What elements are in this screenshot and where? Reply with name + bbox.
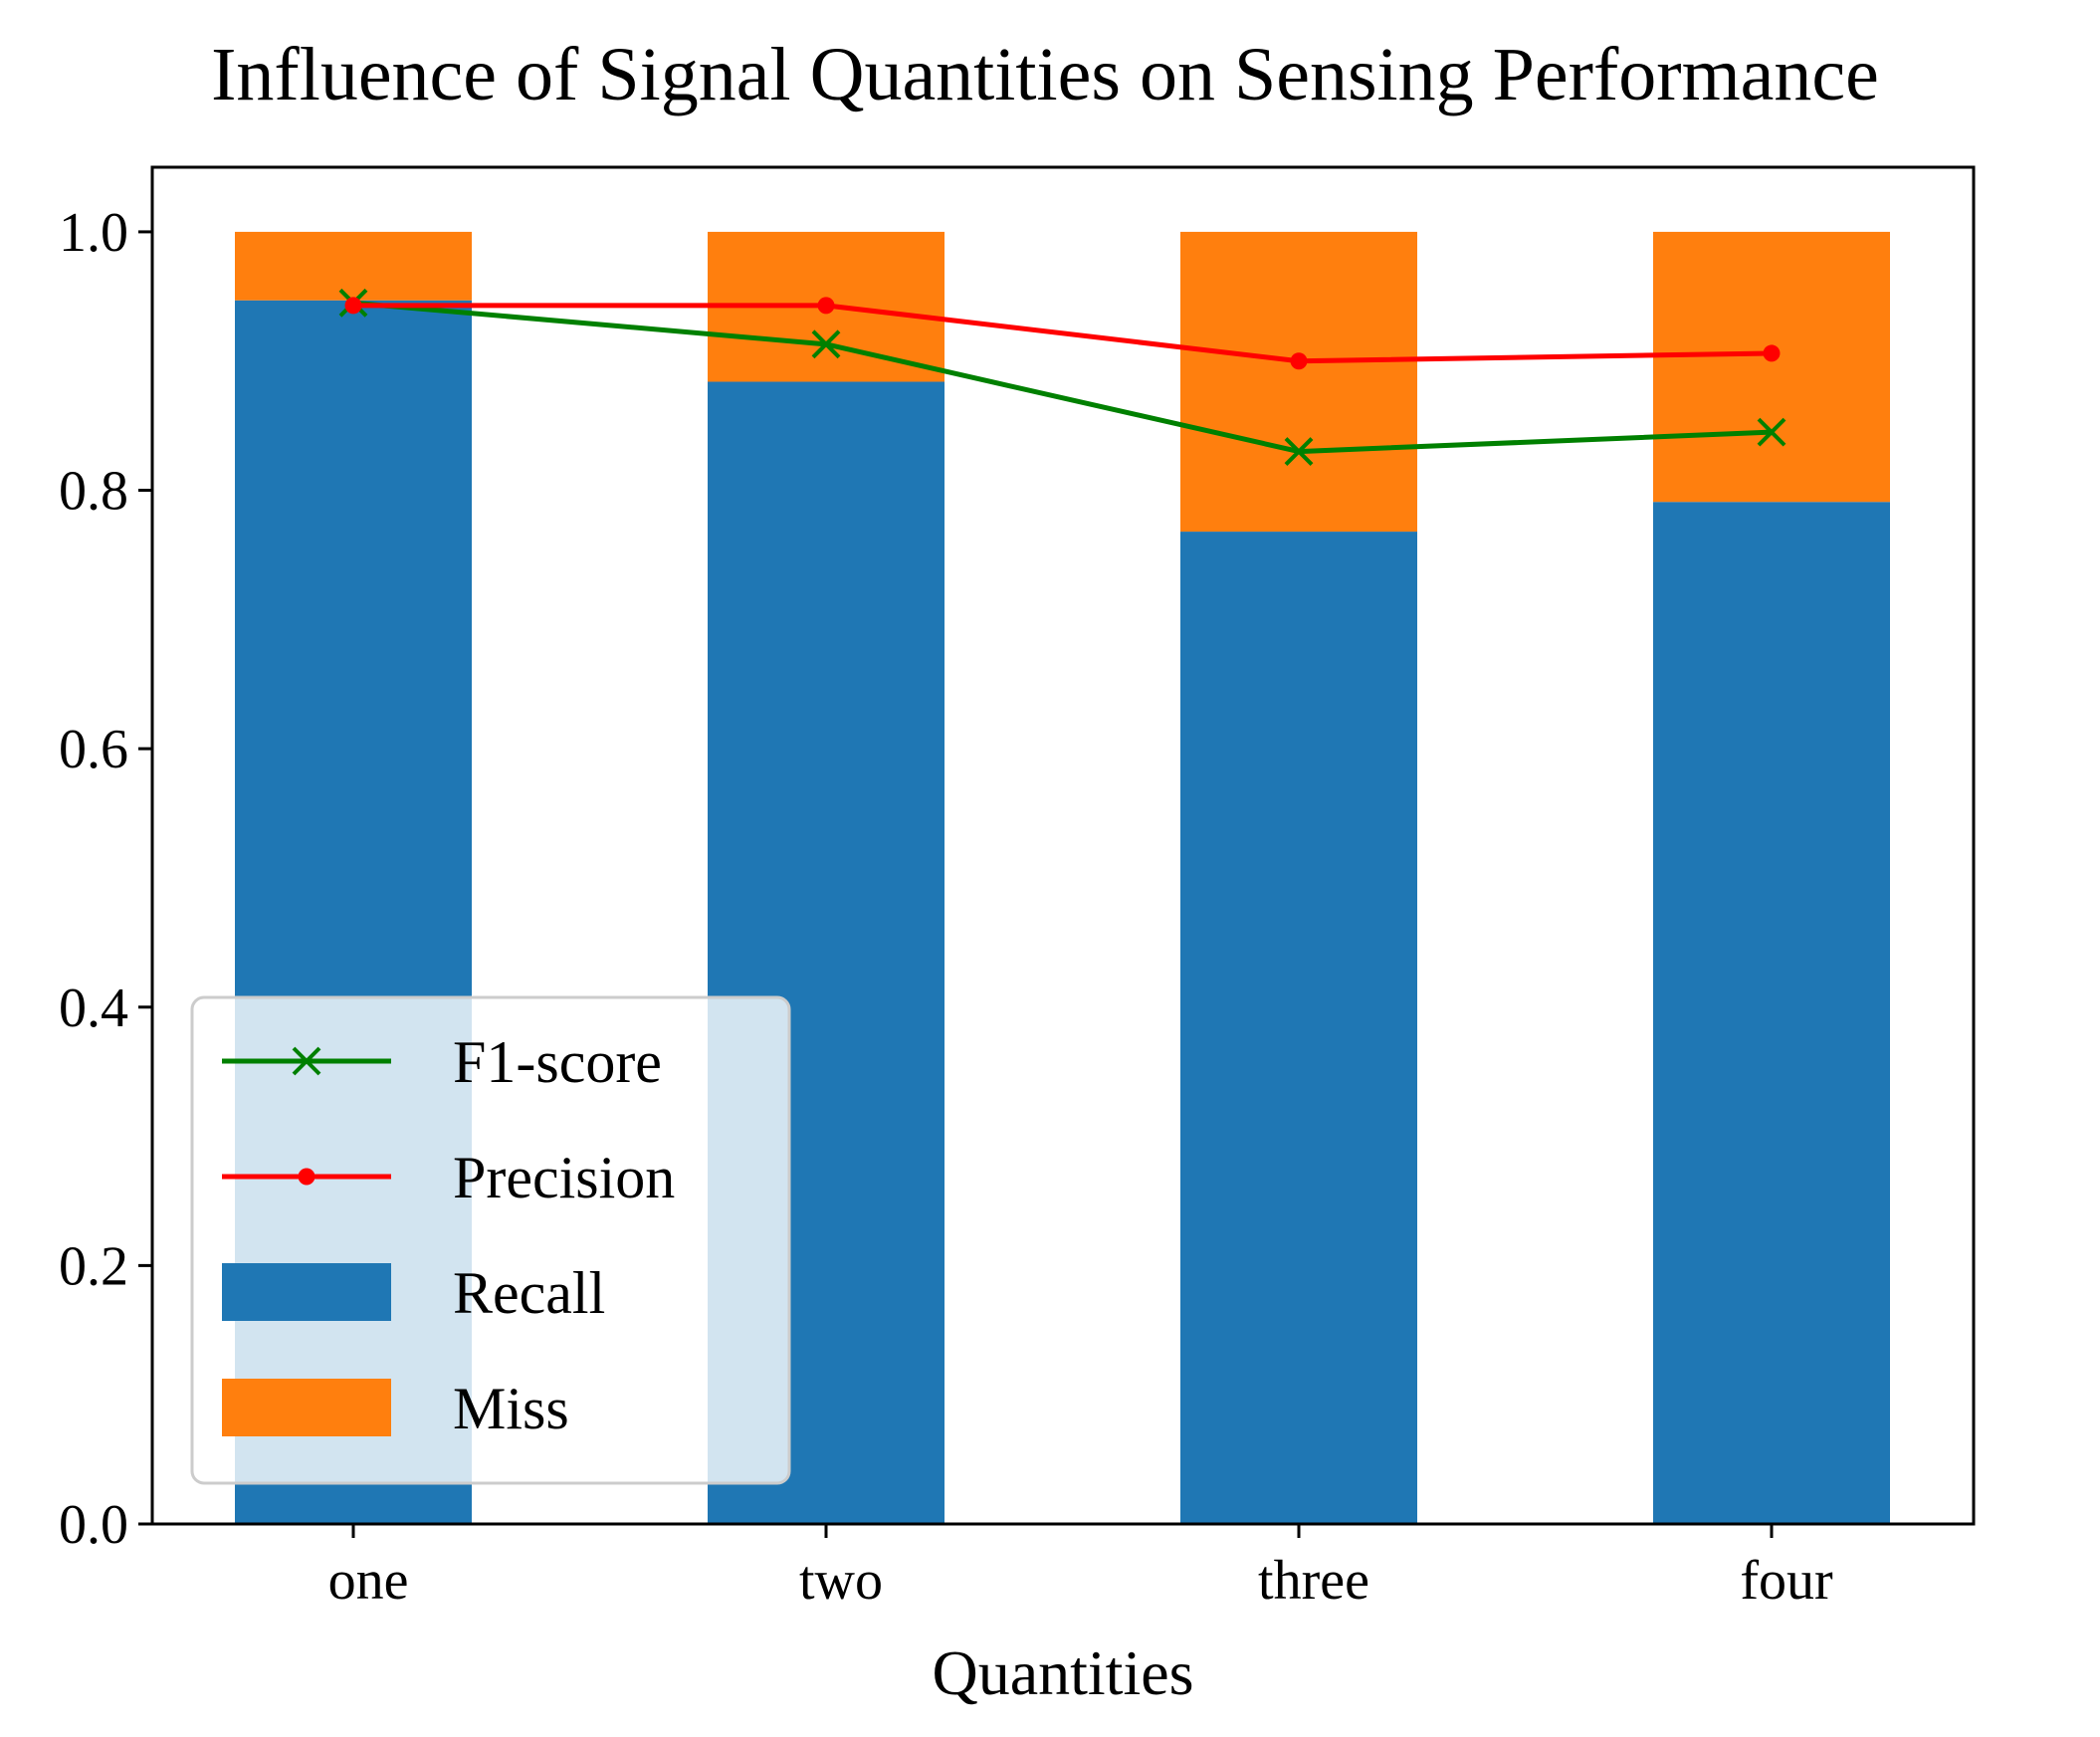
- precision-line: [353, 303, 1773, 364]
- lines-layer: [338, 288, 1786, 466]
- miss-bar-four: [1653, 231, 1890, 503]
- y-tick-label-3: 0.6: [59, 719, 128, 780]
- f1-score-point-three: [1284, 437, 1314, 466]
- plot-frame: [150, 165, 1976, 1526]
- y-tick-label-1: 0.2: [59, 1235, 128, 1297]
- legend-recall-swatch: [222, 1263, 391, 1321]
- x-tick-label-two: two: [799, 1550, 883, 1612]
- y-tick-label-4: 0.8: [59, 461, 128, 523]
- recall-bar-three: [1180, 532, 1417, 1524]
- bars-layer: [235, 231, 1890, 1525]
- chart-title: Influence of Signal Quantities on Sensin…: [211, 33, 1879, 116]
- legend-box: [190, 995, 791, 1485]
- f1-score-point-four: [1757, 417, 1786, 447]
- y-tick-label-0: 0.0: [59, 1494, 128, 1556]
- legend-label-f1-score: F1-score: [453, 1029, 662, 1095]
- x-tick-label-four: four: [1740, 1550, 1833, 1612]
- legend-label-precision: Precision: [453, 1145, 675, 1210]
- precision-point-two: [817, 297, 835, 315]
- precision-point-one: [344, 297, 362, 315]
- recall-bar-four: [1653, 502, 1890, 1524]
- precision-point-three: [1290, 352, 1308, 370]
- legend: F1-score Precision Recall Miss: [190, 995, 791, 1485]
- x-tick-label-three: three: [1258, 1550, 1369, 1612]
- f1-score-line: [352, 300, 1773, 455]
- precision-point-four: [1763, 344, 1781, 362]
- x-axis: one two three four: [328, 1524, 1833, 1612]
- x-tick-label-one: one: [328, 1550, 409, 1612]
- y-tick-label-2: 0.4: [59, 977, 128, 1039]
- miss-bar-one: [235, 231, 472, 301]
- y-axis: 0.0 0.2 0.4 0.6 0.8 1.0: [59, 202, 152, 1556]
- legend-f1-score-marker: [292, 1046, 321, 1076]
- x-axis-label: Quantities: [932, 1637, 1193, 1708]
- legend-precision-marker: [298, 1168, 315, 1186]
- f1-score-point-two: [811, 329, 841, 359]
- legend-label-miss: Miss: [453, 1376, 569, 1441]
- miss-bar-three: [1180, 231, 1417, 533]
- y-tick-label-5: 1.0: [59, 202, 128, 264]
- legend-label-recall: Recall: [453, 1260, 605, 1326]
- legend-miss-swatch: [222, 1379, 391, 1436]
